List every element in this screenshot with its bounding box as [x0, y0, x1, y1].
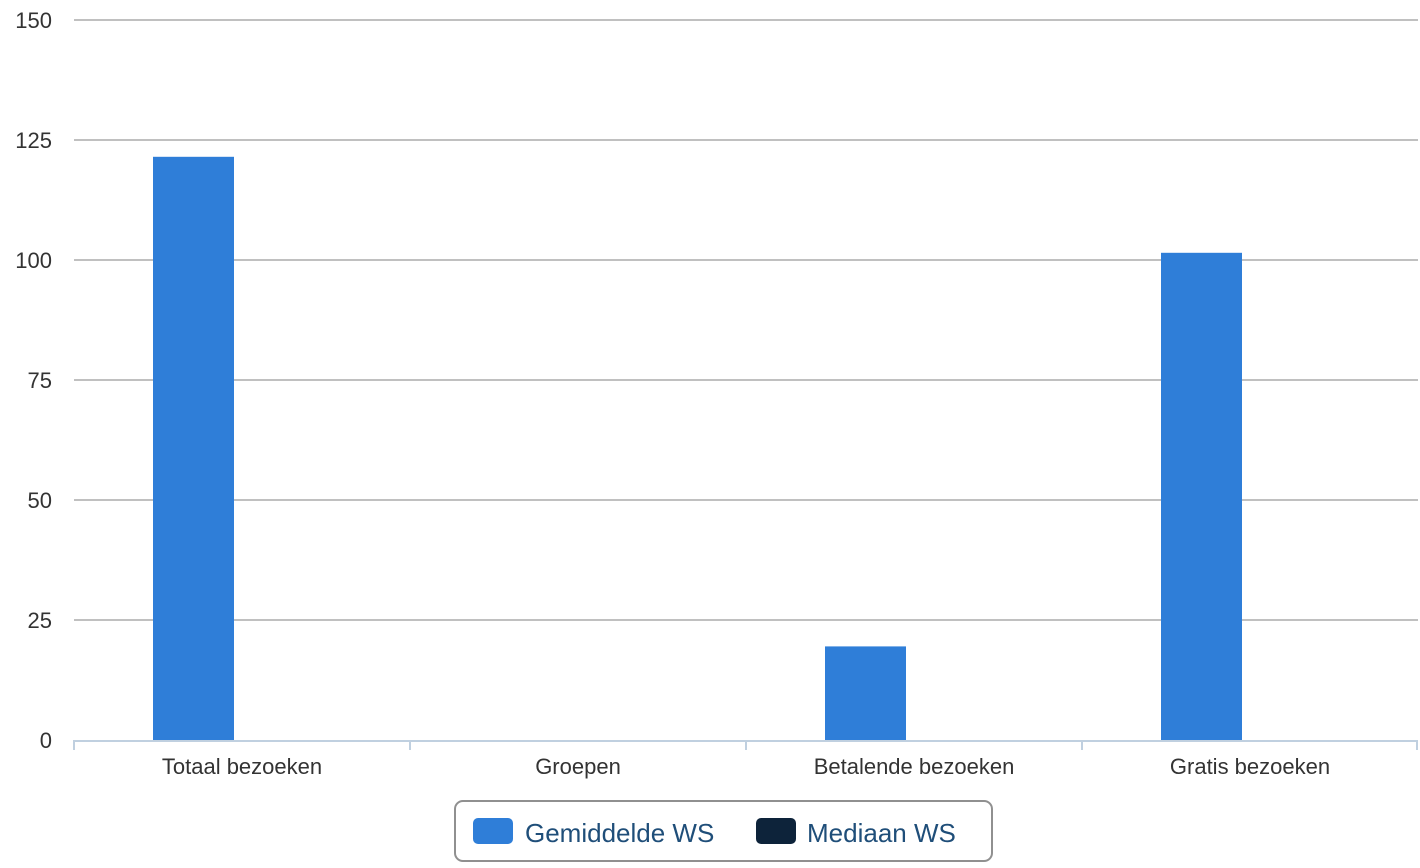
legend-swatch-mediaan: [756, 818, 796, 844]
y-tick-label: 50: [28, 488, 52, 513]
x-axis-category-labels: Totaal bezoeken Groepen Betalende bezoeken…: [162, 754, 1330, 779]
y-tick-label: 100: [15, 248, 52, 273]
bars: [153, 156, 1242, 741]
legend-label-mediaan: Mediaan WS: [807, 818, 956, 848]
x-category-label: Gratis bezoeken: [1170, 754, 1330, 779]
x-category-label: Betalende bezoeken: [814, 754, 1015, 779]
y-tick-label: 150: [15, 8, 52, 33]
legend-label-gemiddelde: Gemiddelde WS: [525, 818, 714, 848]
bar-gemiddelde[interactable]: [825, 646, 906, 740]
y-tick-label: 75: [28, 368, 52, 393]
x-category-label: Totaal bezoeken: [162, 754, 322, 779]
legend-item-mediaan[interactable]: Mediaan WS: [756, 818, 956, 848]
y-tick-label: 125: [15, 128, 52, 153]
y-axis-tick-labels: 0 25 50 75 100 125 150: [15, 8, 52, 753]
legend: Gemiddelde WS Mediaan WS: [454, 800, 993, 862]
bar-gemiddelde[interactable]: [1161, 252, 1242, 741]
y-tick-label: 25: [28, 608, 52, 633]
legend-item-gemiddelde[interactable]: Gemiddelde WS: [473, 818, 714, 848]
bar-gemiddelde[interactable]: [153, 156, 234, 741]
legend-swatch-gemiddelde: [473, 818, 513, 844]
legend-box: [454, 800, 993, 862]
x-axis: [73, 740, 1418, 750]
x-category-label: Groepen: [535, 754, 621, 779]
y-tick-label: 0: [40, 728, 52, 753]
